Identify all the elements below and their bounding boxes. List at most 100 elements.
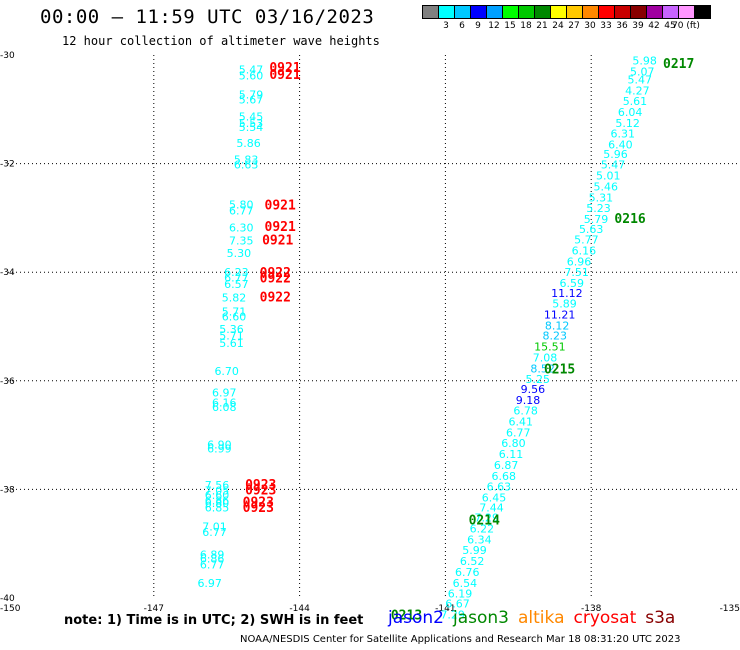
chart-subtitle: 12 hour collection of altimeter wave hei…: [62, 34, 380, 48]
pass-time-label: 0922: [260, 266, 291, 281]
wave-height-point: 5.80: [229, 198, 254, 211]
wave-height-point: 6.90: [207, 438, 232, 451]
satellite-jason2: jason2: [388, 608, 444, 628]
wave-height-point: 5.89: [552, 298, 577, 311]
satellite-cryosat: cryosat: [573, 608, 637, 628]
wave-height-point: 7.29: [474, 512, 499, 525]
pass-time-label: 0923: [245, 483, 276, 498]
wave-height-point: 5.01: [596, 170, 621, 183]
wave-height-point: 5.79: [584, 213, 609, 226]
wave-height-point: 6.77: [229, 204, 254, 217]
wave-height-point: 5.07: [630, 65, 655, 78]
pass-time-label: 0921: [269, 68, 300, 83]
wave-height-point: 7.08: [533, 351, 558, 364]
pass-time-label: 0214: [469, 513, 500, 528]
legend-label: 42: [648, 21, 660, 31]
pass-time-label: 0215: [544, 362, 575, 377]
pass-time-label: 0213: [391, 608, 422, 623]
wave-height-point: 7.56: [205, 479, 230, 492]
legend-label: 39: [632, 21, 644, 31]
wave-height-point: 5.98: [632, 54, 657, 67]
pass-time-label: 0921: [262, 234, 293, 249]
wave-height-point: 5.71: [219, 330, 244, 343]
wave-height-point: 5.12: [615, 117, 640, 130]
legend-label: 6: [459, 21, 465, 31]
wave-height-point: 6.23: [224, 266, 249, 279]
wave-height-point: 6.68: [491, 470, 516, 483]
wave-height-point: 6.52: [460, 555, 485, 568]
wave-height-point: 5.54: [239, 121, 264, 134]
wave-height-point: 5.99: [462, 544, 487, 557]
x-tick-label: -141: [435, 604, 455, 614]
satellite-altika: altika: [518, 608, 565, 628]
wave-height-point: 7.29: [440, 608, 465, 621]
wave-height-point: 6.63: [487, 481, 512, 494]
wave-height-point: 5.67: [239, 94, 264, 107]
y-tick-label: -38: [0, 485, 15, 495]
legend-label: 12: [488, 21, 500, 31]
legend-label: 18: [520, 21, 532, 31]
pass-time-label: 0921: [265, 220, 296, 235]
wave-height-point: 6.89: [200, 549, 225, 562]
wave-height-point: 6.80: [501, 437, 526, 450]
wave-height-point: 6.54: [453, 577, 478, 590]
x-tick-label: -147: [144, 604, 164, 614]
wave-height-point: 8.52: [530, 362, 555, 375]
wave-height-point: 6.99: [207, 443, 232, 456]
wave-height-point: 6.80: [205, 497, 230, 510]
pass-time-label: 0923: [245, 478, 276, 493]
x-tick-label: -144: [289, 604, 310, 614]
wave-height-point: 7.35: [229, 235, 254, 248]
y-tick-label: -34: [0, 268, 15, 278]
wave-height-point: 5.30: [227, 247, 252, 260]
wave-height-point: 6.77: [200, 558, 225, 571]
legend-label: 15: [504, 21, 516, 31]
legend-label: 33: [600, 21, 612, 31]
y-tick-label: -40: [0, 594, 15, 604]
wave-height-point: 6.86: [205, 494, 230, 507]
wave-height-point: 6.97: [212, 387, 237, 400]
wave-height-point: 5.86: [236, 137, 261, 150]
wave-height-point: 5.45: [239, 110, 264, 123]
wave-height-point: 5.96: [603, 148, 628, 161]
legend-label: 36: [616, 21, 628, 31]
wave-height-point: 11.21: [544, 309, 576, 322]
y-tick-label: -30: [0, 51, 15, 61]
wave-height-point: 5.61: [623, 95, 648, 108]
wave-height-point: 6.45: [482, 492, 507, 505]
wave-height-point: 5.60: [239, 70, 264, 83]
legend-label: 3: [443, 21, 449, 31]
wave-height-point: 15.51: [534, 341, 566, 354]
wave-height-point: 6.97: [197, 577, 222, 590]
legend-label: 21: [536, 21, 548, 31]
legend-label: 27: [568, 21, 580, 31]
wave-height-point: 6.19: [448, 588, 473, 601]
wave-height-point: 6.76: [455, 566, 480, 579]
legend-label: 70 (ft): [672, 21, 700, 31]
wave-height-point: 6.63: [234, 159, 259, 172]
wave-height-point: 5.47: [628, 73, 653, 86]
wave-height-point: 6.85: [205, 501, 230, 514]
legend-labels: 3 6 9 12 15 18 21 24 27 30 33 36 39 42 45 70 (ft): [422, 19, 710, 33]
wave-height-point: 5.71: [222, 305, 247, 318]
wave-height-point: 6.22: [470, 522, 495, 535]
wave-height-point: 5.53: [239, 117, 264, 130]
y-tick-label: -32: [0, 160, 15, 170]
wave-height-point: 6.16: [212, 397, 237, 410]
wave-height-point: 6.77: [506, 426, 531, 439]
wave-height-point: 5.79: [239, 89, 264, 102]
wave-height-point: 6.08: [212, 401, 237, 414]
x-tick-label: -138: [581, 604, 602, 614]
wave-height-point: 6.60: [205, 489, 230, 502]
pass-time-label: 0217: [663, 57, 694, 72]
wave-height-point: 6.11: [499, 448, 524, 461]
wave-height-point: 7.44: [479, 501, 504, 514]
wave-height-point: 8.23: [543, 330, 568, 343]
wave-height-point: 5.46: [594, 180, 619, 193]
x-tick-label: -150: [0, 604, 21, 614]
wave-height-point: 6.78: [513, 405, 538, 418]
wave-height-point: 6.40: [608, 139, 633, 152]
wave-height-point: 9.18: [516, 394, 541, 407]
pass-time-label: 0922: [260, 272, 291, 287]
